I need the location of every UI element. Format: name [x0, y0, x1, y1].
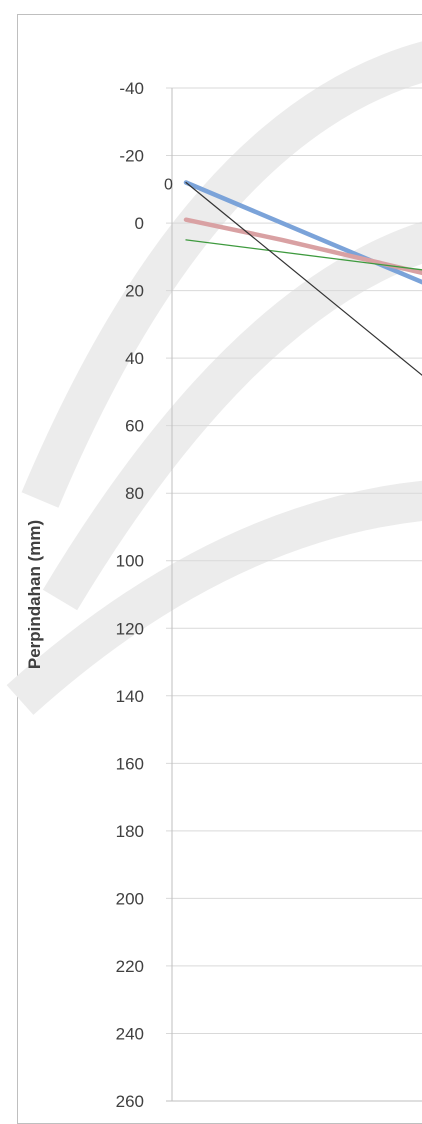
series-lines: [186, 183, 422, 379]
y-axis: [166, 88, 422, 1101]
y-tick-label: 220: [116, 957, 144, 976]
y-tick-label: -20: [119, 147, 144, 166]
series-line-4: [186, 183, 422, 379]
y-tick-label: 40: [125, 349, 144, 368]
y-tick-label: 160: [116, 754, 144, 773]
series-line-1: [186, 183, 422, 284]
y-tick-label: 60: [125, 417, 144, 436]
data-label: 0: [164, 177, 173, 194]
y-axis-title: Perpindahan (mm): [25, 520, 44, 669]
y-tick-label: 0: [135, 214, 144, 233]
y-tick-label: 240: [116, 1024, 144, 1043]
y-tick-label: 80: [125, 484, 144, 503]
y-tick-label: -40: [119, 79, 144, 98]
y-tick-label: 200: [116, 889, 144, 908]
y-tick-labels: -40 -20 0 20 40 60 80 100 120 140 160 180 200 220 240 2…: [116, 79, 144, 1111]
y-tick-label: 260: [116, 1092, 144, 1111]
y-tick-label: 180: [116, 822, 144, 841]
y-tick-label: 20: [125, 282, 144, 301]
y-tick-label: 100: [116, 552, 144, 571]
y-tick-label: 140: [116, 687, 144, 706]
y-tick-label: 120: [116, 619, 144, 638]
